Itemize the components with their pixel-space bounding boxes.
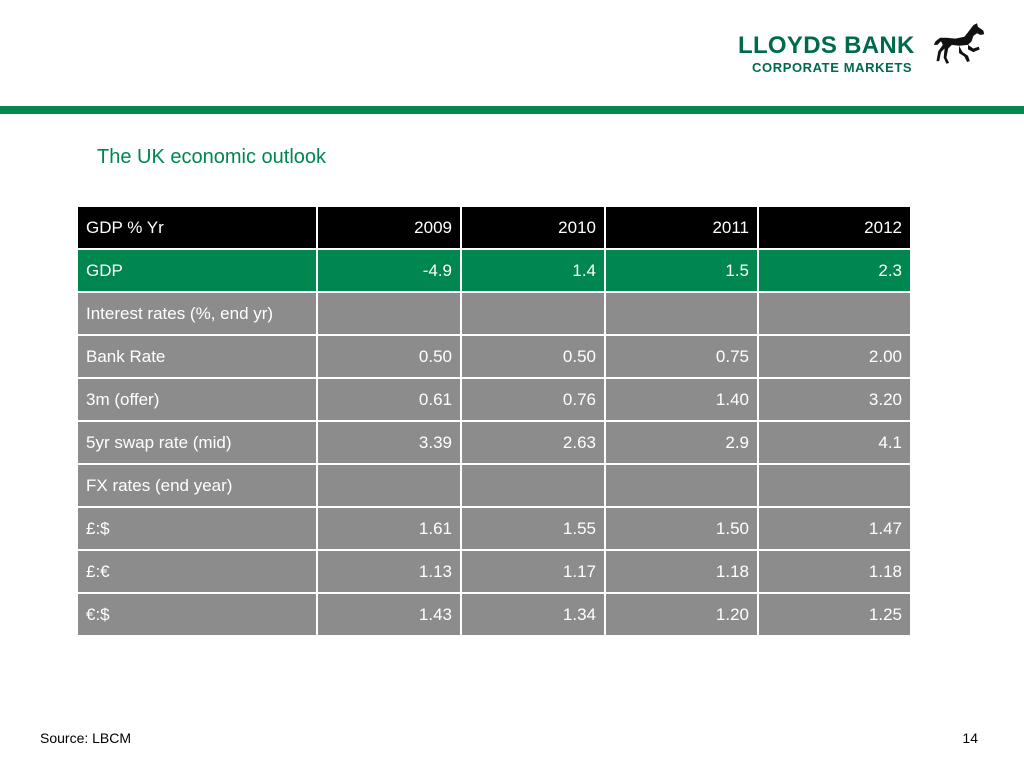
table-cell: 0.50 <box>462 336 604 377</box>
header-cell: 2009 <box>318 207 460 248</box>
table-cell: 1.47 <box>759 508 910 549</box>
table-cell: 3.39 <box>318 422 460 463</box>
table-cell: 2.9 <box>606 422 757 463</box>
table-cell: 2.00 <box>759 336 910 377</box>
section-label: Interest rates (%, end yr) <box>78 293 316 334</box>
logo-subtitle: CORPORATE MARKETS <box>752 60 913 75</box>
row-label: 5yr swap rate (mid) <box>78 422 316 463</box>
brand-logo: LLOYDS BANK CORPORATE MARKETS <box>738 23 988 78</box>
economic-outlook-table: GDP % Yr 2009 2010 2011 2012 GDP -4.9 1.… <box>76 205 912 637</box>
table-cell: 1.5 <box>606 250 757 291</box>
table-cell: 1.4 <box>462 250 604 291</box>
table-row: £:€ 1.13 1.17 1.18 1.18 <box>78 551 910 592</box>
row-label: 3m (offer) <box>78 379 316 420</box>
table-cell <box>462 293 604 334</box>
table-cell: 1.50 <box>606 508 757 549</box>
table-row: Bank Rate 0.50 0.50 0.75 2.00 <box>78 336 910 377</box>
row-label: GDP <box>78 250 316 291</box>
table-cell: 1.34 <box>462 594 604 635</box>
table-cell: -4.9 <box>318 250 460 291</box>
table-header-row: GDP % Yr 2009 2010 2011 2012 <box>78 207 910 248</box>
table-cell: 1.55 <box>462 508 604 549</box>
table-row: 5yr swap rate (mid) 3.39 2.63 2.9 4.1 <box>78 422 910 463</box>
table-cell: 1.61 <box>318 508 460 549</box>
page-title: The UK economic outlook <box>97 146 327 168</box>
table-row: £:$ 1.61 1.55 1.50 1.47 <box>78 508 910 549</box>
black-horse-icon <box>933 23 985 64</box>
table-cell: 0.76 <box>462 379 604 420</box>
row-label: £:$ <box>78 508 316 549</box>
table-cell <box>759 293 910 334</box>
row-label: Bank Rate <box>78 336 316 377</box>
table-cell: 0.75 <box>606 336 757 377</box>
section-label: FX rates (end year) <box>78 465 316 506</box>
table-cell: 1.13 <box>318 551 460 592</box>
logo-title: LLOYDS BANK <box>738 32 915 59</box>
table-cell <box>606 293 757 334</box>
header-rule <box>0 106 1024 114</box>
table-cell <box>318 293 460 334</box>
table-cell: 1.40 <box>606 379 757 420</box>
source-note: Source: LBCM <box>40 730 132 746</box>
table-section-row: Interest rates (%, end yr) <box>78 293 910 334</box>
header-cell: 2010 <box>462 207 604 248</box>
table-cell: 2.3 <box>759 250 910 291</box>
table-cell <box>759 465 910 506</box>
table-cell <box>462 465 604 506</box>
table-row: GDP -4.9 1.4 1.5 2.3 <box>78 250 910 291</box>
header-cell: 2011 <box>606 207 757 248</box>
table-cell: 0.50 <box>318 336 460 377</box>
header-cell: GDP % Yr <box>78 207 316 248</box>
table-cell: 1.17 <box>462 551 604 592</box>
row-label: €:$ <box>78 594 316 635</box>
table-cell: 2.63 <box>462 422 604 463</box>
header-cell: 2012 <box>759 207 910 248</box>
table-cell: 1.25 <box>759 594 910 635</box>
table-row: €:$ 1.43 1.34 1.20 1.25 <box>78 594 910 635</box>
table-cell: 0.61 <box>318 379 460 420</box>
table-cell: 1.43 <box>318 594 460 635</box>
table-cell: 1.20 <box>606 594 757 635</box>
row-label: £:€ <box>78 551 316 592</box>
table-cell <box>606 465 757 506</box>
table-row: 3m (offer) 0.61 0.76 1.40 3.20 <box>78 379 910 420</box>
table-cell: 1.18 <box>606 551 757 592</box>
table-cell: 1.18 <box>759 551 910 592</box>
table-cell: 4.1 <box>759 422 910 463</box>
page-number: 14 <box>962 730 978 746</box>
table-cell: 3.20 <box>759 379 910 420</box>
table-section-row: FX rates (end year) <box>78 465 910 506</box>
table-cell <box>318 465 460 506</box>
